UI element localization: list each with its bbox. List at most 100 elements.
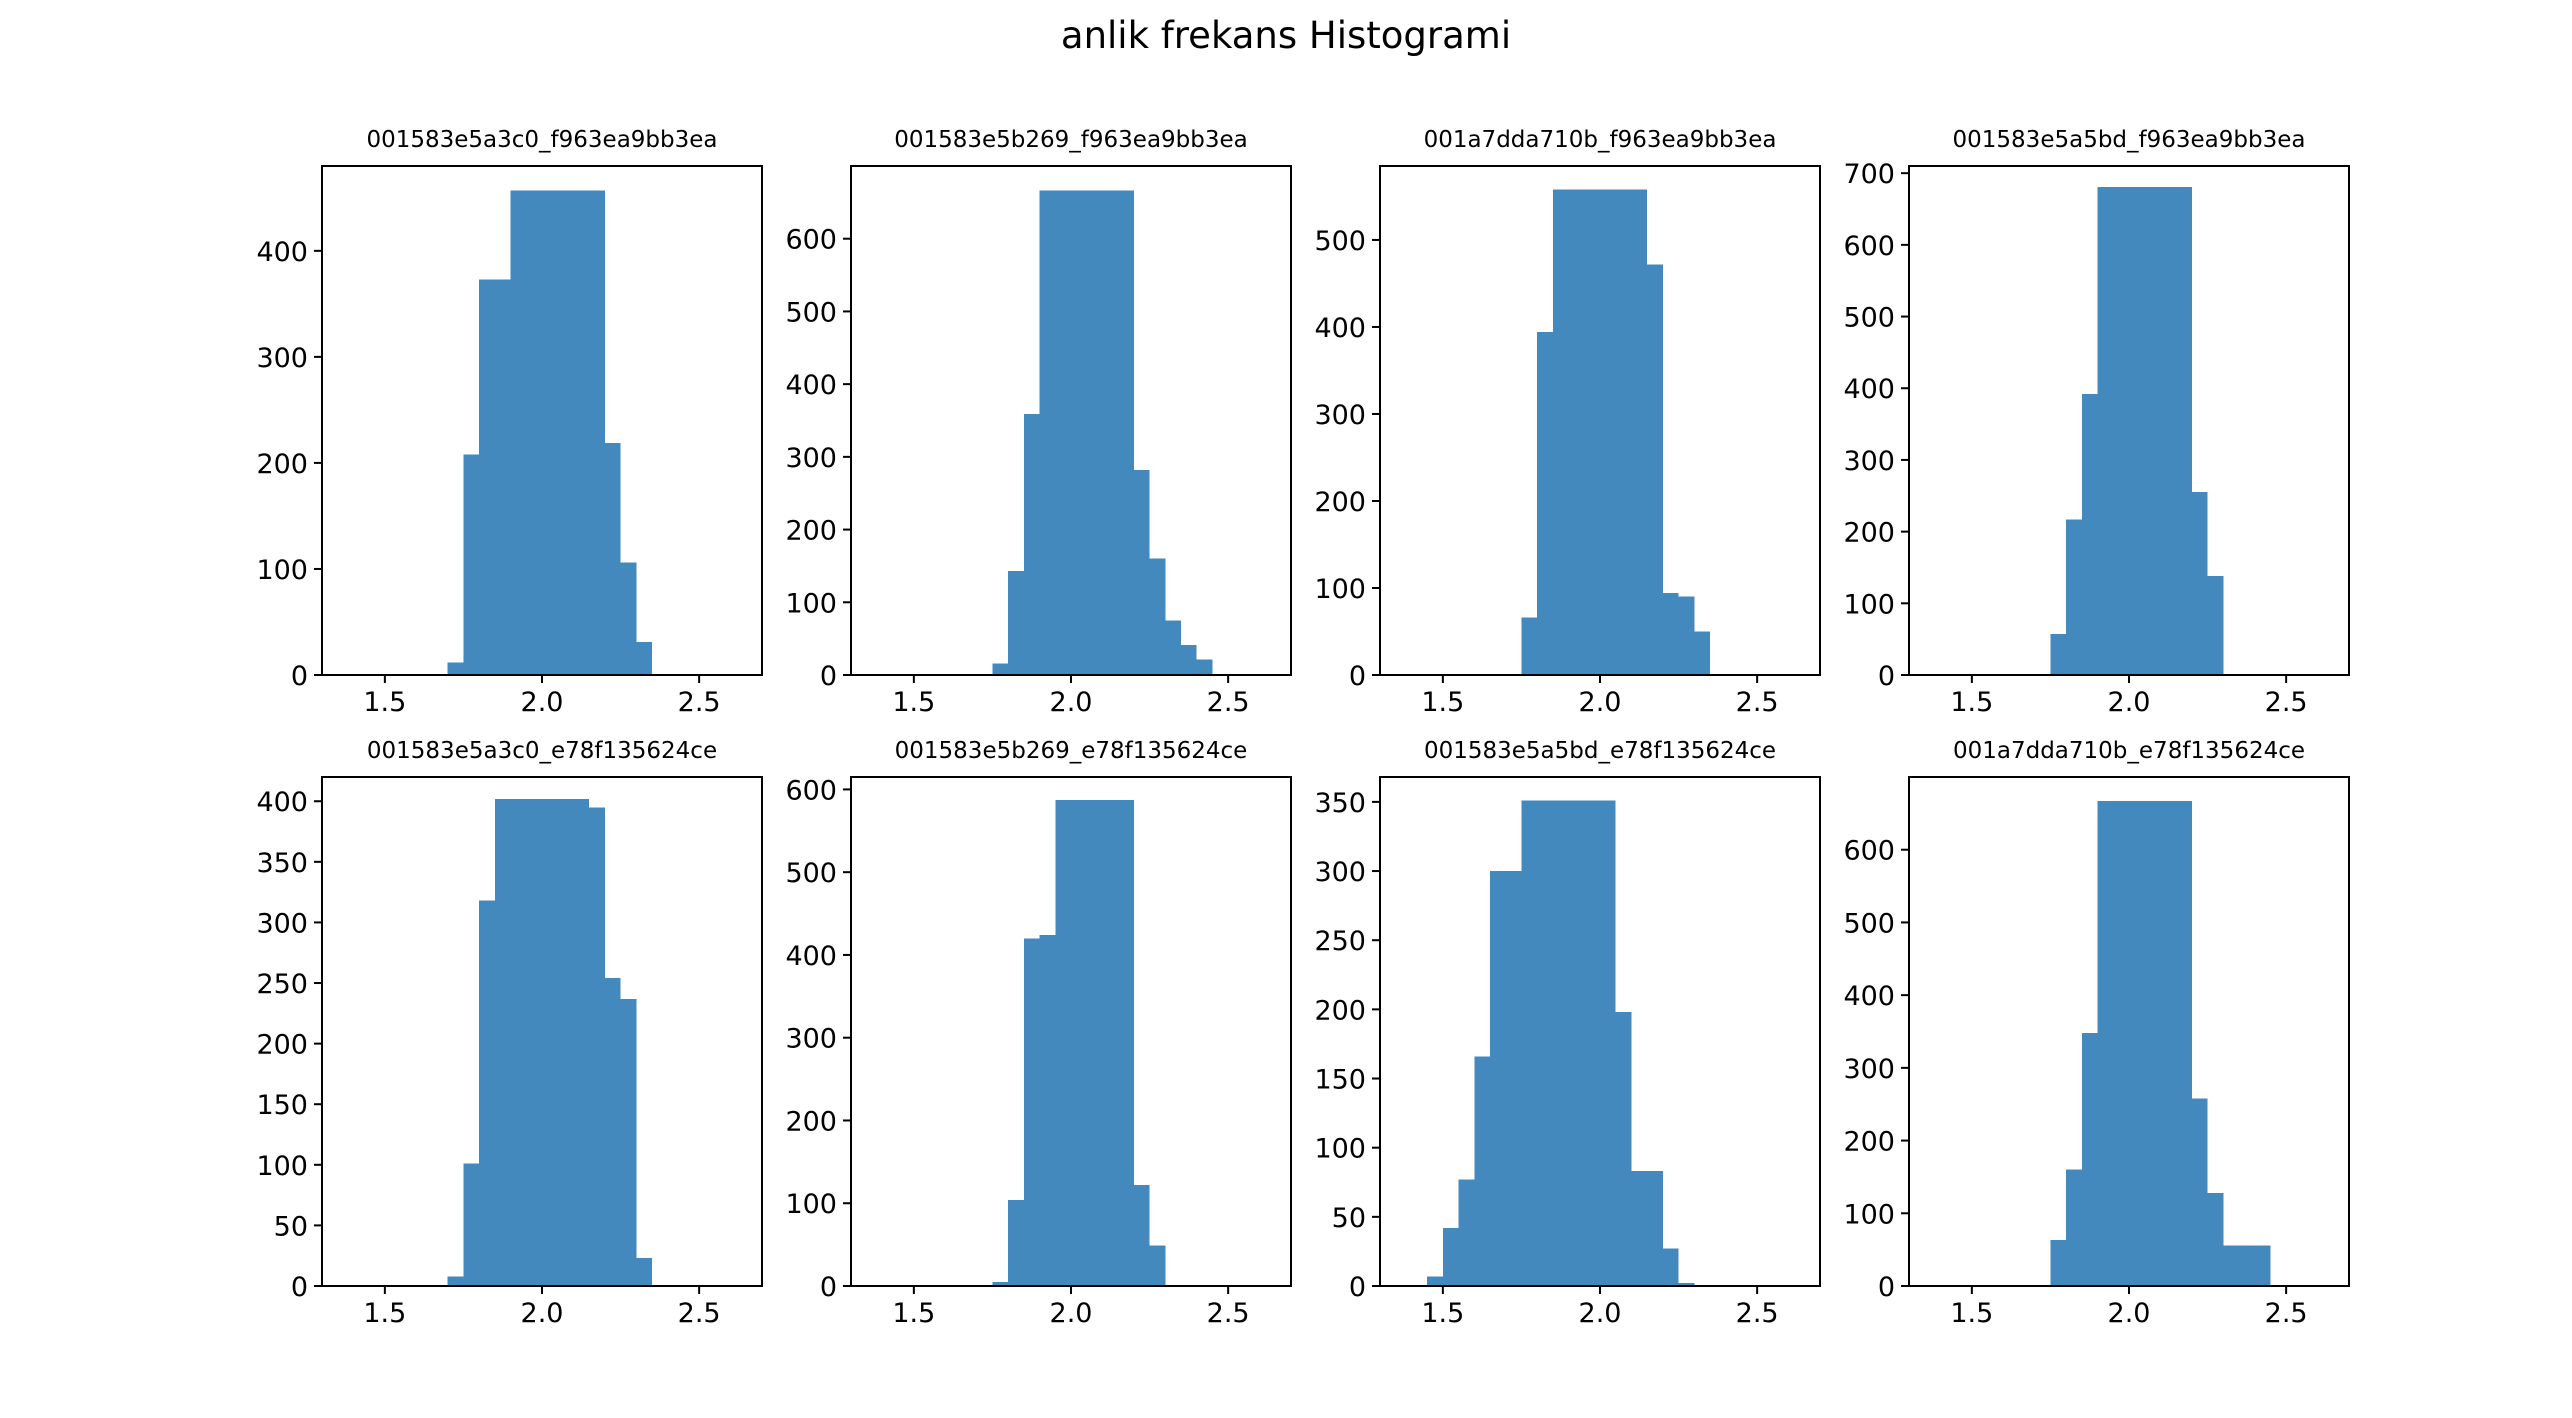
histogram-bar [1023, 413, 1040, 675]
panel-title: 001583e5a3c0_e78f135624ce [367, 738, 717, 764]
histogram-panel: 001583e5a3c0_f963ea9bb3ea 1.5 2.0 2.5 0 100 20… [256, 127, 763, 718]
histogram-bar [1694, 631, 1710, 675]
x-tick-label: 2.0 [1050, 687, 1093, 718]
histogram-bar [1149, 1245, 1166, 1286]
histogram-bar [1039, 190, 1134, 676]
y-tick-label: 200 [256, 449, 308, 480]
figure-title: anlik frekans Histogrami [1061, 14, 1511, 57]
histogram-bar [604, 978, 621, 1286]
y-tick-label: 300 [1314, 857, 1366, 888]
y-tick-label: 300 [256, 343, 308, 374]
y-tick-label: 300 [785, 1024, 837, 1055]
x-tick-label: 1.5 [892, 1298, 935, 1329]
panel-title: 001583e5a5bd_f963ea9bb3ea [1953, 127, 2306, 153]
y-tick-label: 150 [256, 1090, 308, 1121]
histogram-bar [992, 1281, 1009, 1286]
y-tick-label: 150 [1314, 1065, 1366, 1096]
x-tick-label: 2.0 [1579, 1298, 1622, 1329]
x-tick-label: 1.5 [1421, 1298, 1464, 1329]
histogram-bar [636, 1258, 652, 1286]
x-tick-label: 2.0 [2108, 687, 2151, 718]
histogram-bar [992, 663, 1009, 675]
histogram-bar [2207, 1192, 2224, 1286]
histogram-panel: 001583e5b269_f963ea9bb3ea 1.5 2.0 2.5 0 100 20… [785, 127, 1292, 718]
y-tick-label: 400 [1843, 374, 1895, 405]
y-tick-label: 400 [1843, 981, 1895, 1012]
histogram-panel: 001583e5a5bd_f963ea9bb3ea 1.5 2.0 2.5 0 100 20… [1843, 127, 2350, 718]
histogram-bar [2207, 576, 2224, 675]
x-tick-label: 2.0 [521, 687, 564, 718]
histogram-bar [447, 662, 464, 675]
histogram-bar [2191, 492, 2208, 675]
y-tick-label: 200 [1843, 1127, 1895, 1158]
histogram-bar [2050, 1240, 2067, 1286]
y-tick-label: 500 [1314, 226, 1366, 257]
y-tick-label: 100 [1314, 574, 1366, 605]
histogram-bar [1055, 800, 1134, 1286]
y-tick-label: 500 [1843, 908, 1895, 939]
y-tick-label: 0 [1878, 661, 1895, 692]
y-tick-label: 400 [256, 787, 308, 818]
histogram-bar [1678, 1283, 1695, 1286]
histogram-bar [1521, 617, 1538, 675]
panel-title: 001583e5a5bd_e78f135624ce [1424, 738, 1776, 764]
histogram-bar [1008, 1199, 1024, 1286]
histogram-bar [1615, 1012, 1632, 1286]
histogram-bar [1039, 935, 1056, 1286]
y-tick-label: 100 [256, 555, 308, 586]
x-tick-label: 2.5 [2265, 1298, 2308, 1329]
histogram-bar [1023, 938, 1040, 1286]
y-tick-label: 0 [1349, 661, 1366, 692]
histogram-bar [1427, 1276, 1443, 1286]
y-tick-label: 200 [1314, 487, 1366, 518]
histogram-bar [2097, 800, 2192, 1286]
y-tick-label: 0 [1878, 1272, 1895, 1303]
y-tick-label: 100 [785, 1189, 837, 1220]
x-tick-label: 1.5 [892, 687, 935, 718]
y-tick-label: 0 [820, 1272, 837, 1303]
x-tick-label: 2.0 [2108, 1298, 2151, 1329]
x-tick-label: 2.5 [678, 687, 721, 718]
x-tick-label: 1.5 [1950, 687, 1993, 718]
x-tick-label: 1.5 [1421, 687, 1464, 718]
panel-title: 001583e5b269_e78f135624ce [895, 738, 1248, 764]
histogram-bar [1662, 593, 1679, 675]
y-tick-label: 350 [1314, 788, 1366, 819]
histogram-bar [2097, 186, 2192, 675]
x-tick-label: 2.0 [521, 1298, 564, 1329]
histogram-bar [1647, 264, 1663, 675]
histogram-bar [1521, 800, 1616, 1286]
x-tick-label: 2.5 [678, 1298, 721, 1329]
x-tick-label: 2.5 [1736, 1298, 1779, 1329]
histogram-bar [1631, 1171, 1663, 1286]
histogram-bar [1008, 571, 1024, 675]
histogram-bar [620, 998, 637, 1286]
histogram-bar [2191, 1098, 2208, 1286]
y-tick-label: 250 [256, 969, 308, 1000]
y-tick-label: 50 [274, 1211, 308, 1242]
histogram-bar [1490, 871, 1522, 1286]
y-tick-label: 0 [291, 661, 308, 692]
x-tick-label: 1.5 [363, 687, 406, 718]
histogram-bar [463, 454, 480, 675]
y-tick-label: 400 [785, 941, 837, 972]
y-tick-label: 500 [1843, 303, 1895, 334]
y-tick-label: 200 [1843, 518, 1895, 549]
y-tick-label: 350 [256, 848, 308, 879]
x-tick-label: 1.5 [1950, 1298, 1993, 1329]
y-tick-label: 500 [785, 297, 837, 328]
histogram-bar [1133, 469, 1150, 675]
histogram-bar [1165, 620, 1181, 675]
histogram-panel: 001583e5a5bd_e78f135624ce 1.5 2.0 2.5 0 50 100… [1314, 738, 1821, 1329]
y-tick-label: 100 [785, 588, 837, 619]
y-tick-label: 300 [785, 443, 837, 474]
histogram-bar [494, 798, 590, 1286]
y-tick-label: 400 [256, 237, 308, 268]
histogram-bar [620, 562, 637, 675]
x-tick-label: 2.0 [1579, 687, 1622, 718]
y-tick-label: 0 [820, 661, 837, 692]
y-tick-label: 100 [1843, 589, 1895, 620]
histogram-bar [447, 1276, 464, 1286]
histogram-panel: 001583e5b269_e78f135624ce 1.5 2.0 2.5 0 100 20… [785, 738, 1292, 1329]
